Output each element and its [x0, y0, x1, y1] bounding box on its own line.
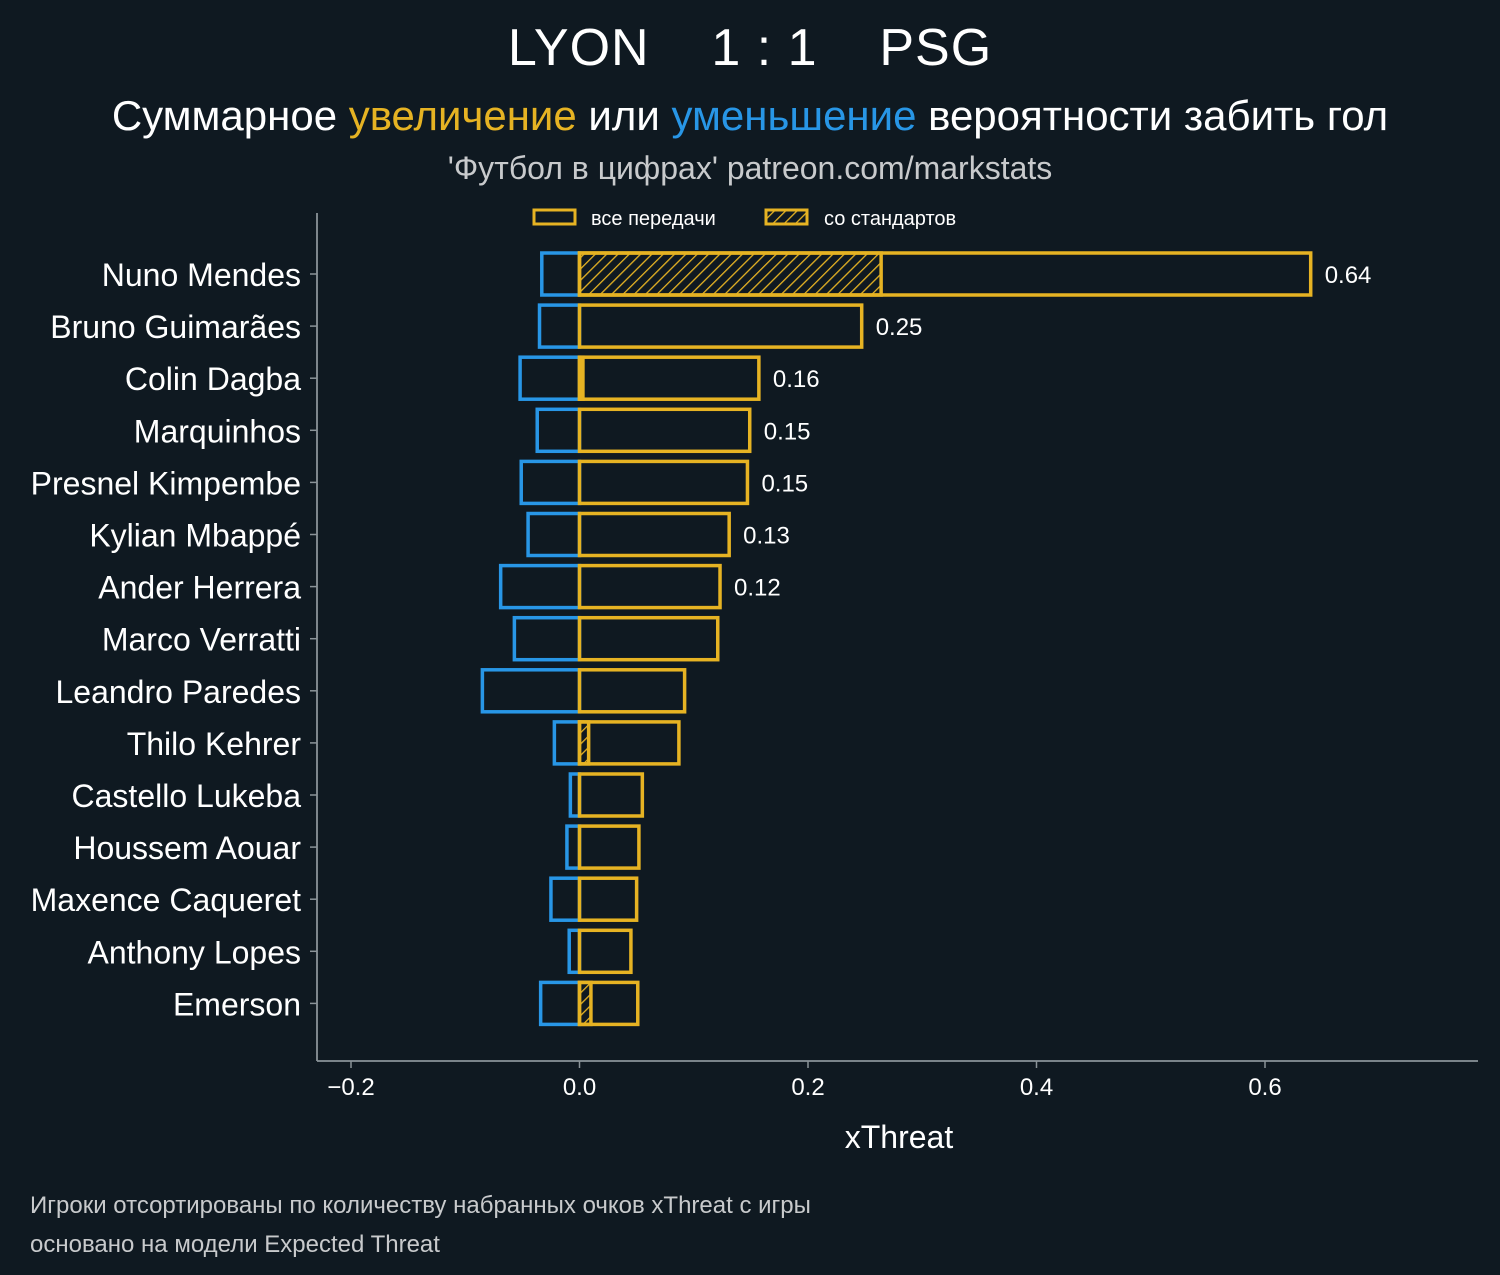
value-label: 0.12 — [734, 575, 781, 602]
legend-swatch-all-passes — [532, 208, 577, 226]
bar-increase — [577, 303, 864, 349]
subtitle-part-1: Суммарное — [111, 92, 349, 139]
bar-increase — [577, 824, 641, 870]
x-axis-label: xThreat — [845, 1119, 954, 1155]
bar-increase — [577, 928, 633, 975]
value-label: 0.15 — [761, 470, 808, 497]
bar-increase — [577, 407, 752, 454]
bar-decrease — [549, 876, 582, 922]
bar-increase — [577, 980, 640, 1027]
bar-decrease — [526, 511, 582, 558]
bar-decrease — [537, 303, 582, 349]
y-tick-label: Colin Dagba — [125, 361, 301, 397]
bar-decrease — [512, 615, 582, 662]
y-tick-label: Marquinhos — [134, 413, 301, 449]
x-tick-label: 0.6 — [1248, 1074, 1281, 1101]
footnote-line-2: основано на модели Expected Threat — [30, 1231, 440, 1258]
subtitle-part-3: вероятности забить гол — [916, 92, 1389, 139]
footnote: Игроки отсортированы по количеству набра… — [30, 1186, 811, 1264]
source-credit: 'Футбол в цифрах' patreon.com/markstats — [447, 150, 1053, 186]
y-tick-label: Emerson — [173, 986, 301, 1022]
bar-decrease — [565, 824, 582, 870]
x-tick-label: −0.2 — [327, 1074, 374, 1101]
y-tick-label: Houssem Aouar — [73, 830, 301, 866]
bar-decrease — [538, 980, 582, 1027]
x-tick-label: 0.0 — [563, 1074, 596, 1101]
value-label: 0.15 — [764, 418, 811, 445]
y-tick-label: Thilo Kehrer — [127, 726, 302, 762]
bars: 0.64 0.25 0.16 0.15 0.15 0.13 0.12 — [480, 251, 1372, 1027]
subtitle-part-2: или — [576, 92, 672, 139]
y-tick-label: Bruno Guimarães — [50, 309, 301, 345]
y-tick-label: Kylian Mbappé — [89, 518, 301, 554]
bar-decrease — [519, 459, 582, 506]
value-label: 0.25 — [876, 314, 923, 341]
y-tick-label: Anthony Lopes — [88, 934, 302, 970]
footnote-line-1: Игроки отсортированы по количеству набра… — [30, 1192, 811, 1219]
bar-decrease — [552, 720, 582, 766]
subtitle-decrease-word: уменьшение — [671, 92, 917, 139]
bar-increase — [577, 511, 731, 558]
match-title: LYON 1 : 1 PSG — [507, 19, 993, 77]
bar-decrease — [540, 251, 582, 297]
legend-label-set-pieces: со стандартов — [824, 208, 956, 230]
bar-increase — [577, 355, 761, 401]
y-tick-label: Marco Verratti — [102, 622, 301, 658]
bar-increase — [577, 668, 687, 714]
bar-increase — [577, 876, 639, 922]
bar-decrease — [518, 355, 582, 401]
chart-subtitle: Суммарное увеличение или уменьшение веро… — [0, 92, 1500, 140]
value-label: 0.16 — [773, 366, 820, 393]
bar-set-piece — [577, 251, 883, 297]
x-tick-label: 0.2 — [791, 1074, 824, 1101]
x-tick-label: 0.4 — [1020, 1074, 1053, 1101]
value-label: 0.64 — [1325, 262, 1372, 289]
value-label: 0.13 — [743, 523, 790, 550]
bar-decrease — [498, 563, 582, 610]
legend-swatch-set-pieces — [764, 208, 809, 226]
subtitle-increase-word: увеличение — [348, 92, 577, 139]
bar-increase — [577, 251, 1313, 297]
legend-label-all-passes: все передачи — [591, 208, 716, 230]
bar-increase — [577, 615, 720, 662]
chart-legend: все передачи со стандартов — [532, 208, 956, 230]
y-tick-label: Ander Herrera — [98, 570, 301, 606]
bar-increase — [577, 720, 681, 766]
bar-increase — [577, 459, 750, 506]
y-tick-label: Presnel Kimpembe — [31, 465, 301, 501]
bar-decrease — [480, 668, 582, 714]
y-tick-label: Nuno Mendes — [102, 257, 301, 293]
bar-increase — [577, 772, 645, 818]
bar-increase — [577, 563, 722, 610]
axes: Nuno Mendes Bruno Guimarães Colin Dagba Mar… — [31, 213, 1478, 1155]
y-tick-label: Castello Lukeba — [72, 778, 302, 814]
y-tick-label: Maxence Caqueret — [31, 882, 301, 918]
y-tick-label: Leandro Paredes — [55, 674, 301, 710]
bar-decrease — [535, 407, 582, 454]
